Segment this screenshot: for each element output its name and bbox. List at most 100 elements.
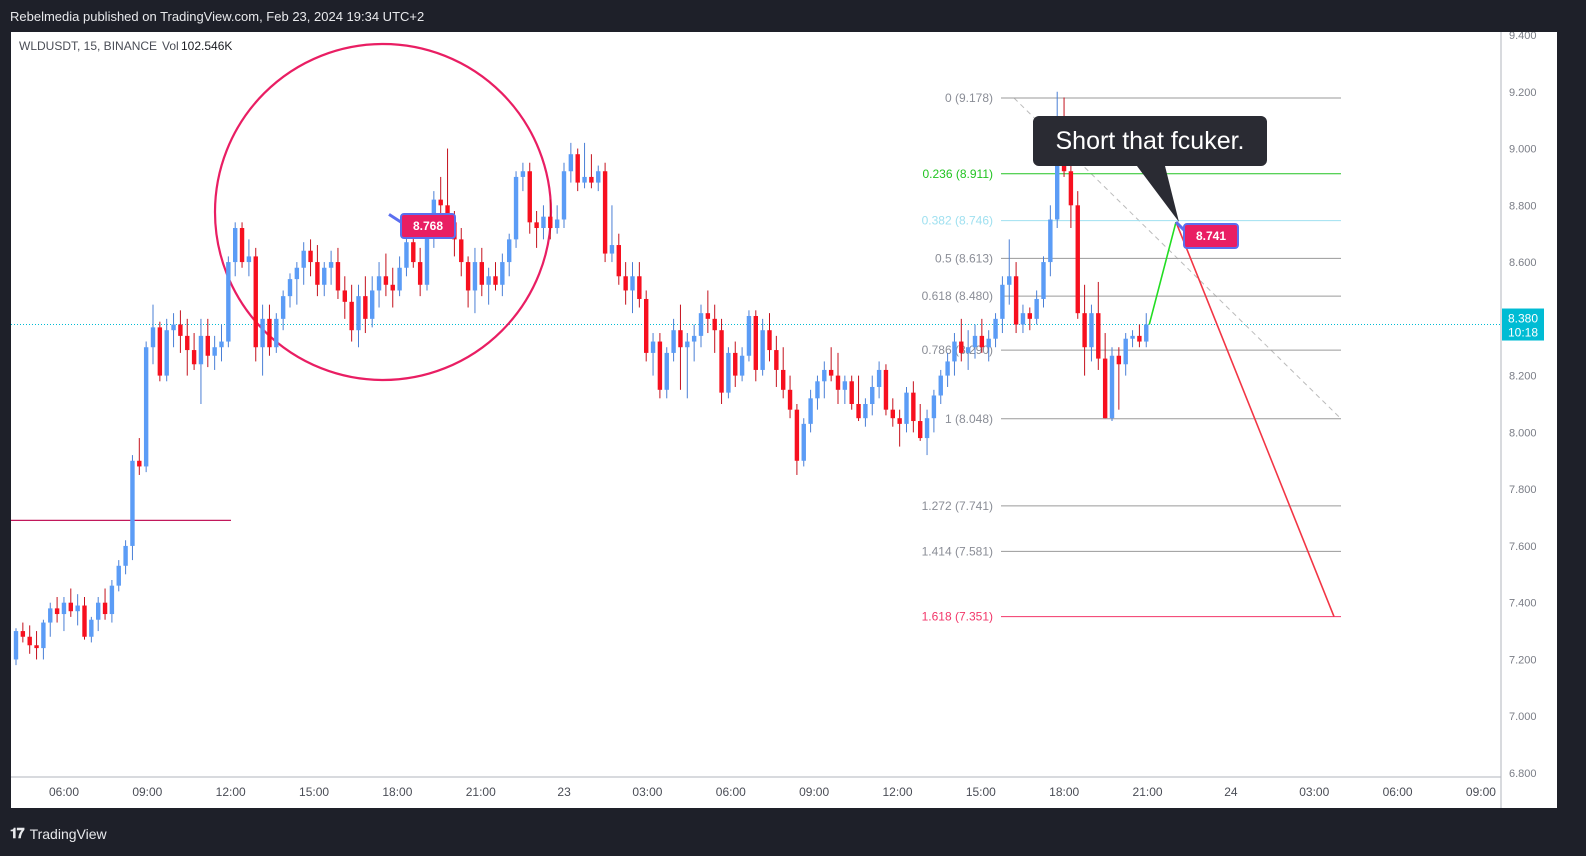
candle-body: [883, 369, 889, 410]
candle-body: [691, 335, 697, 342]
candle-body: [945, 361, 950, 376]
candle-body: [438, 199, 443, 206]
price-tick-label: 9.000: [1509, 144, 1537, 156]
candle-body: [54, 608, 60, 615]
fib-level-label: 0.236 (8.911): [923, 167, 994, 181]
candle-body: [205, 335, 210, 356]
time-tick-label: 18:00: [382, 785, 412, 799]
candle-body: [1137, 335, 1142, 342]
candle-body: [164, 330, 169, 376]
price-tick-label: 7.000: [1509, 711, 1537, 723]
candle-body: [1123, 338, 1128, 365]
candle-body: [938, 375, 943, 396]
candle-body: [397, 267, 402, 291]
candle-body: [287, 279, 293, 297]
candle-body: [20, 631, 26, 637]
price-tick-label: 7.600: [1509, 541, 1537, 553]
candle-body: [602, 171, 608, 254]
candle-body: [835, 375, 841, 390]
candle-body: [280, 296, 286, 319]
price-label-box: [1183, 223, 1239, 249]
candle-body: [301, 250, 306, 268]
candle-body: [143, 347, 149, 467]
candle-body: [1130, 335, 1135, 339]
time-tick-label: 03:00: [632, 785, 662, 799]
candle-body: [733, 352, 738, 376]
candle-body: [219, 341, 224, 348]
candle-body: [815, 381, 820, 399]
candle-body: [1041, 262, 1046, 299]
publisher-text: Rebelmedia published on TradingView.com,…: [10, 9, 425, 24]
circle-annotation: [213, 42, 553, 382]
last-price-value: 8.380: [1508, 312, 1538, 326]
candle-body: [644, 298, 649, 353]
candle-body: [520, 171, 526, 177]
candle-body: [965, 347, 971, 353]
candle-body: [801, 423, 806, 461]
time-tick-label: 12:00: [882, 785, 912, 799]
candle-body: [493, 276, 498, 285]
candlestick-chart[interactable]: 9.4009.2009.0008.8008.6008.4008.2008.000…: [11, 30, 1557, 808]
candle-body: [842, 381, 848, 390]
candle-body: [959, 341, 964, 353]
volume-label: Vol: [162, 39, 179, 53]
candle-body: [239, 228, 245, 263]
candle-body: [335, 262, 341, 291]
price-label-box: [400, 213, 456, 239]
fib-level-label: 0.382 (8.746): [922, 214, 993, 228]
candle-body: [246, 256, 252, 263]
candle-body: [726, 352, 731, 393]
callout-bubble: [1033, 116, 1267, 222]
candle-body: [1082, 313, 1087, 348]
brand[interactable]: 𝟏𝟕 TradingView: [10, 825, 107, 842]
time-tick-label: 18:00: [1049, 785, 1079, 799]
candle-body: [1000, 284, 1005, 319]
candle-body: [274, 318, 279, 348]
time-tick-label: 12:00: [216, 785, 246, 799]
candle-body: [260, 318, 265, 348]
price-tick-label: 7.200: [1509, 654, 1537, 666]
candle-body: [548, 216, 553, 229]
candle-body: [760, 330, 765, 370]
price-tick-label: 7.800: [1509, 484, 1537, 496]
chart-panel[interactable]: 9.4009.2009.0008.8008.6008.4008.2008.000…: [11, 30, 1557, 808]
candle-body: [541, 216, 546, 229]
candle-body: [918, 421, 923, 439]
price-label-text: 8.768: [413, 219, 443, 233]
candle-body: [1109, 355, 1115, 419]
fib-level-label: 1.618 (7.351): [922, 610, 993, 624]
candle-body: [459, 239, 464, 263]
price-label-text: 8.741: [1196, 229, 1226, 243]
candle-body: [787, 389, 793, 410]
candle-body: [178, 324, 183, 336]
time-tick-label: 15:00: [299, 785, 329, 799]
candle-body: [383, 276, 389, 285]
candle-body: [794, 409, 800, 461]
candle-body: [650, 341, 656, 353]
candle-body: [61, 602, 67, 615]
candle-body: [349, 301, 354, 331]
candle-body: [294, 267, 300, 280]
candle-body: [390, 284, 395, 291]
candle-body: [253, 256, 258, 348]
price-tick-label: 9.200: [1509, 87, 1537, 99]
candle-body: [849, 381, 854, 404]
candle-body: [575, 154, 580, 183]
candle-body: [979, 335, 985, 348]
candle-body: [753, 316, 758, 370]
candle-body: [685, 341, 690, 348]
price-tick-label: 8.600: [1509, 257, 1537, 269]
candle-body: [986, 338, 991, 348]
candle-body: [767, 330, 772, 351]
candle-body: [486, 276, 491, 285]
price-tick-label: 9.400: [1509, 32, 1537, 42]
candle-body: [1020, 313, 1026, 325]
candle-body: [924, 418, 930, 439]
candle-body: [808, 398, 813, 424]
candle-body: [637, 276, 642, 299]
candle-body: [89, 619, 94, 637]
time-tick-label: 03:00: [1299, 785, 1329, 799]
candle-body: [863, 404, 868, 419]
candle-body: [424, 233, 430, 285]
candle-body: [856, 404, 861, 419]
